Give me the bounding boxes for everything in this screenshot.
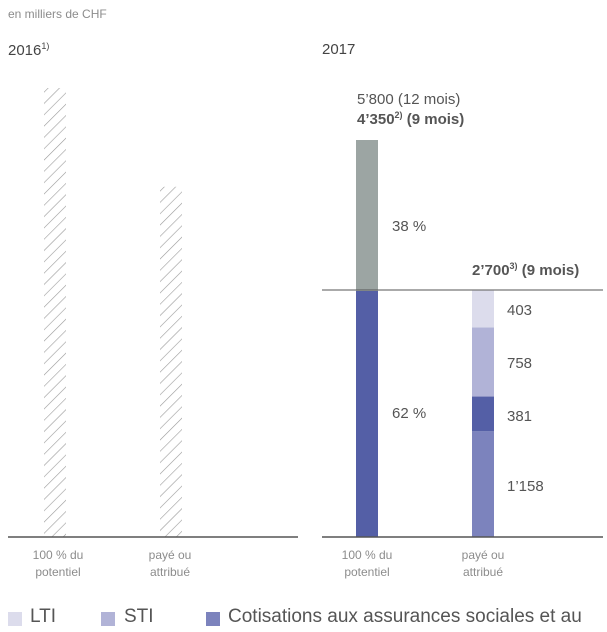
paid-total-suffix: (9 mois) <box>517 262 580 279</box>
legend-label-cotisations: Cotisations aux assurances sociales et a… <box>228 606 582 627</box>
chart-2016 <box>44 88 182 537</box>
legend-swatch-cotisations <box>206 612 220 626</box>
bar-2016-paid <box>160 186 182 537</box>
legend-swatch-sti <box>101 612 115 626</box>
unit-label: en milliers de CHF <box>8 7 107 21</box>
potential-total-12m: 5’800 (12 mois) <box>357 91 461 108</box>
segment-label-38: 38 % <box>392 218 427 235</box>
tick-2017-potential-line2: potentiel <box>344 565 390 579</box>
tick-2016-paid-line2: attribué <box>149 565 191 579</box>
legend-label-lti: LTI <box>30 606 57 627</box>
tick-2016-potential-line1: 100 % du <box>32 548 84 562</box>
tick-2017-paid: payé ou attribué <box>453 547 513 581</box>
bar-2017-potential-base <box>356 290 378 537</box>
bar-2017-paid-lti <box>472 290 494 328</box>
tick-2017-paid-line1: payé ou <box>461 548 505 562</box>
year-label-2016: 20161) <box>8 41 49 59</box>
potential-total-9m-footnote: 2) <box>394 110 403 120</box>
data-label-cotisations: 1’158 <box>507 478 544 495</box>
bar-2017-paid-sti <box>472 327 494 397</box>
potential-total-9m-suffix: (9 mois) <box>402 111 465 128</box>
year-label-2017: 2017 <box>322 41 356 58</box>
tick-2016-potential: 100 % du potentiel <box>28 547 88 581</box>
data-label-sti: 758 <box>507 355 533 372</box>
tick-2017-potential-line1: 100 % du <box>341 548 393 562</box>
bar-2017-paid-base <box>472 396 494 432</box>
paid-total-value: 2’700 <box>472 262 510 279</box>
potential-total-9m-value: 4’350 <box>357 111 395 128</box>
year-2016-footnote: 1) <box>41 41 50 51</box>
data-label-lti: 403 <box>507 302 533 319</box>
tick-2016-potential-line2: potentiel <box>35 565 81 579</box>
data-label-base: 381 <box>507 408 533 425</box>
tick-2017-potential: 100 % du potentiel <box>337 547 397 581</box>
segment-label-62: 62 % <box>392 405 427 422</box>
legend-label-sti: STI <box>124 606 154 627</box>
paid-total: 2’7003) (9 mois) <box>472 261 579 279</box>
potential-total-9m: 4’3502) (9 mois) <box>357 110 464 128</box>
legend-swatch-lti <box>8 612 22 626</box>
tick-2016-paid: payé ou attribué <box>140 547 200 581</box>
bar-2017-paid-cotisations <box>472 431 494 537</box>
tick-2016-paid-line1: payé ou <box>148 548 192 562</box>
year-2016-text: 2016 <box>8 42 42 59</box>
paid-total-footnote: 3) <box>509 261 518 271</box>
bar-2016-potential <box>44 88 66 537</box>
bar-2017-potential-variable_potential <box>356 140 378 291</box>
tick-2017-paid-line2: attribué <box>462 565 504 579</box>
chart-2017 <box>356 140 494 537</box>
